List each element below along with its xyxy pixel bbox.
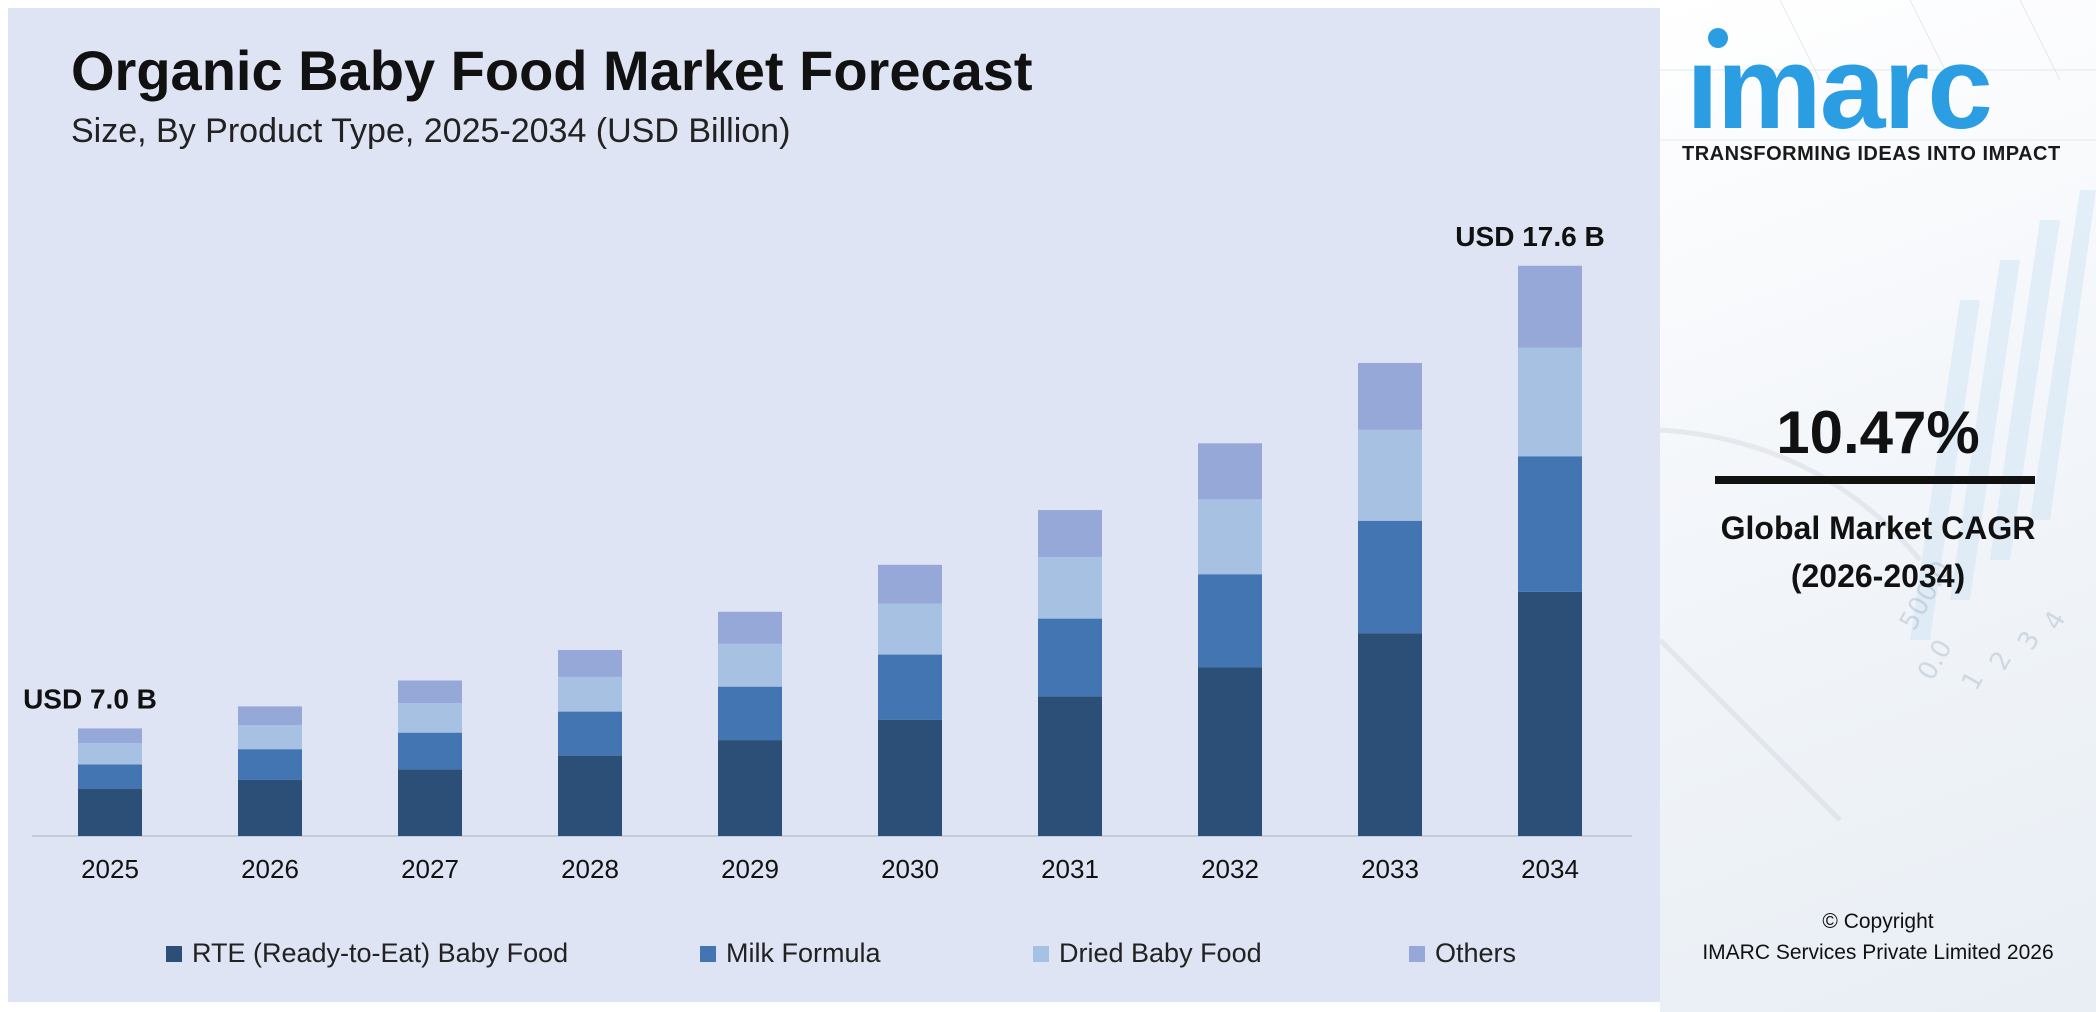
- bar-rte-2025: [78, 789, 142, 836]
- bar-milk-formula-2034: [1518, 456, 1582, 592]
- x-tick-label-2027: 2027: [401, 854, 459, 884]
- x-tick-label-2034: 2034: [1521, 854, 1579, 884]
- bar-rte-2033: [1358, 633, 1422, 836]
- bar-dried-baby-food-2028: [558, 676, 622, 712]
- cagr-label-line1: Global Market CAGR: [1720, 510, 2036, 546]
- legend: RTE (Ready-to-Eat) Baby Food Milk Formula…: [8, 938, 1660, 978]
- bar-dried-baby-food-2033: [1358, 429, 1422, 521]
- bar-dried-baby-food-2026: [238, 725, 302, 750]
- bar-dried-baby-food-2025: [78, 743, 142, 765]
- chart-panel: Organic Baby Food Market Forecast Size, …: [8, 8, 1660, 1002]
- total-label-2034: USD 17.6 B: [1455, 221, 1604, 252]
- bar-dried-baby-food-2027: [398, 703, 462, 733]
- legend-swatch-others: [1409, 945, 1425, 962]
- chart-title: Organic Baby Food Market Forecast: [71, 39, 1033, 102]
- x-tick-label-2026: 2026: [241, 854, 299, 884]
- bar-milk-formula-2033: [1358, 520, 1422, 634]
- legend-item-rte: RTE (Ready-to-Eat) Baby Food: [166, 938, 568, 969]
- bar-others-2025: [78, 728, 142, 744]
- logo-dot: [1708, 28, 1728, 48]
- bar-rte-2027: [398, 769, 462, 836]
- logo-wordmark: ımarc: [1686, 22, 1993, 154]
- svg-text:4: 4: [2038, 606, 2072, 635]
- side-panel: 0.0 1 2 3 4 500.0 ımarc TRANSFORMING IDE…: [1660, 0, 2096, 1012]
- bar-others-2032: [1198, 443, 1262, 500]
- x-tick-label-2029: 2029: [721, 854, 779, 884]
- bar-milk-formula-2028: [558, 711, 622, 756]
- bar-others-2030: [878, 564, 942, 604]
- bar-milk-formula-2027: [398, 732, 462, 770]
- bar-rte-2028: [558, 755, 622, 836]
- legend-item-dried-baby-food: Dried Baby Food: [1033, 938, 1262, 969]
- x-tick-labels: 2025 2026 2027 2028 2029 2030 2031 2032 2033 2034: [81, 854, 1579, 884]
- total-labels: USD 7.0 B USD 17.6 B: [23, 221, 1605, 715]
- bar-others-2031: [1038, 510, 1102, 558]
- x-tick-label-2033: 2033: [1361, 854, 1419, 884]
- bar-milk-formula-2030: [878, 654, 942, 720]
- bar-milk-formula-2026: [238, 749, 302, 780]
- bar-others-2027: [398, 680, 462, 704]
- bar-rte-2034: [1518, 591, 1582, 836]
- x-tick-label-2025: 2025: [81, 854, 139, 884]
- bar-others-2026: [238, 706, 302, 726]
- stacked-bar-chart: 2025 2026 2027 2028 2029 2030 2031 2032 2033 2034…: [23, 221, 1632, 884]
- bar-dried-baby-food-2029: [718, 643, 782, 687]
- legend-swatch-rte: [166, 945, 182, 962]
- legend-item-others: Others: [1409, 938, 1516, 969]
- legend-item-milk-formula: Milk Formula: [700, 938, 881, 969]
- legend-label-rte: RTE (Ready-to-Eat) Baby Food: [192, 938, 569, 968]
- copyright-line1: © Copyright: [1822, 910, 1934, 933]
- cagr-label: Global Market CAGR (2026-2034): [1660, 504, 2096, 600]
- legend-label-others: Others: [1435, 938, 1517, 968]
- bar-others-2034: [1518, 265, 1582, 348]
- background-graph-decoration: 0.0 1 2 3 4 500.0: [1660, 0, 2096, 822]
- bar-rte-2029: [718, 740, 782, 836]
- bar-dried-baby-food-2034: [1518, 347, 1582, 457]
- legend-swatch-dried-baby-food: [1033, 945, 1049, 962]
- legend-label-dried-baby-food: Dried Baby Food: [1059, 938, 1262, 968]
- bar-milk-formula-2032: [1198, 574, 1262, 668]
- bar-others-2028: [558, 650, 622, 677]
- x-tick-label-2028: 2028: [561, 854, 619, 884]
- x-tick-label-2032: 2032: [1201, 854, 1259, 884]
- x-tick-label-2030: 2030: [881, 854, 939, 884]
- svg-text:1: 1: [1956, 666, 1990, 695]
- logo-tagline: TRANSFORMING IDEAS INTO IMPACT: [1682, 143, 2061, 165]
- bar-milk-formula-2025: [78, 764, 142, 790]
- bar-milk-formula-2029: [718, 686, 782, 741]
- x-tick-label-2031: 2031: [1041, 854, 1099, 884]
- copyright: © Copyright IMARC Services Private Limit…: [1660, 906, 2096, 968]
- total-label-2025: USD 7.0 B: [23, 683, 157, 714]
- bar-rte-2026: [238, 779, 302, 836]
- bar-others-2033: [1358, 362, 1422, 430]
- legend-label-milk-formula: Milk Formula: [726, 938, 881, 968]
- svg-text:3: 3: [2012, 626, 2046, 655]
- bar-dried-baby-food-2032: [1198, 499, 1262, 575]
- cagr-value: 10.47%: [1776, 399, 1980, 466]
- bar-dried-baby-food-2031: [1038, 557, 1102, 619]
- bar-rte-2032: [1198, 667, 1262, 836]
- cagr-label-line2: (2026-2034): [1790, 558, 1966, 594]
- cagr-divider: [1715, 476, 2035, 484]
- bars-group: [78, 265, 1582, 836]
- copyright-line2: IMARC Services Private Limited 2026: [1702, 941, 2054, 964]
- bar-rte-2031: [1038, 696, 1102, 836]
- chart-subtitle: Size, By Product Type, 2025-2034 (USD Bi…: [71, 112, 791, 150]
- bar-dried-baby-food-2030: [878, 603, 942, 655]
- bar-rte-2030: [878, 719, 942, 836]
- bar-milk-formula-2031: [1038, 618, 1102, 697]
- legend-swatch-milk-formula: [700, 945, 716, 962]
- svg-text:0.0: 0.0: [1912, 635, 1959, 686]
- bar-others-2029: [718, 611, 782, 644]
- svg-text:2: 2: [1984, 646, 2018, 675]
- imarc-logo: ımarc: [1686, 28, 2086, 148]
